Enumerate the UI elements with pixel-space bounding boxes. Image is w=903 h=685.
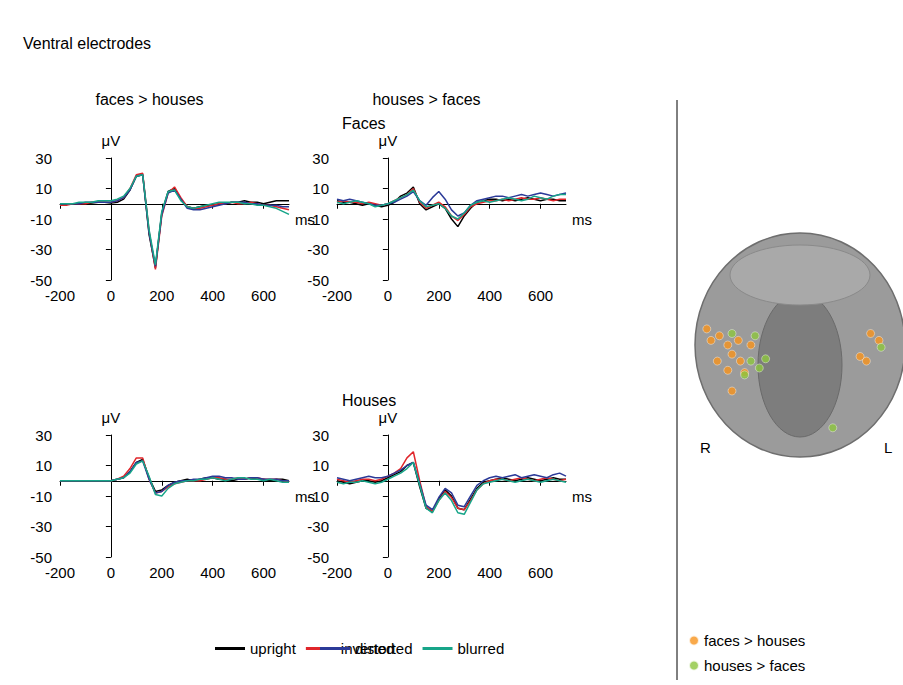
svg-text:-50: -50 bbox=[307, 272, 329, 289]
svg-text:0: 0 bbox=[107, 287, 115, 304]
svg-text:L: L bbox=[884, 439, 892, 456]
svg-text:200: 200 bbox=[149, 564, 174, 581]
svg-text:10: 10 bbox=[35, 457, 52, 474]
svg-text:μV: μV bbox=[102, 132, 121, 149]
svg-text:ms: ms bbox=[295, 487, 315, 505]
svg-text:-50: -50 bbox=[30, 272, 52, 289]
svg-text:faces > houses: faces > houses bbox=[95, 91, 203, 108]
svg-text:μV: μV bbox=[379, 132, 398, 149]
svg-text:-200: -200 bbox=[322, 287, 352, 304]
svg-text:30: 30 bbox=[312, 150, 329, 167]
svg-text:-200: -200 bbox=[322, 564, 352, 581]
svg-text:-10: -10 bbox=[30, 211, 52, 228]
svg-text:200: 200 bbox=[426, 287, 451, 304]
svg-text:-30: -30 bbox=[307, 518, 329, 535]
svg-text:μV: μV bbox=[102, 409, 121, 426]
svg-text:-30: -30 bbox=[307, 241, 329, 258]
svg-text:30: 30 bbox=[35, 150, 52, 167]
svg-text:0: 0 bbox=[384, 287, 392, 304]
svg-text:30: 30 bbox=[312, 427, 329, 444]
svg-text:houses > faces: houses > faces bbox=[372, 91, 480, 108]
svg-text:0: 0 bbox=[384, 564, 392, 581]
svg-text:200: 200 bbox=[426, 564, 451, 581]
svg-text:Faces: Faces bbox=[342, 115, 386, 132]
svg-text:30: 30 bbox=[35, 427, 52, 444]
svg-text:400: 400 bbox=[200, 287, 225, 304]
svg-text:R: R bbox=[700, 439, 711, 456]
svg-text:-30: -30 bbox=[30, 518, 52, 535]
svg-text:10: 10 bbox=[35, 180, 52, 197]
svg-text:-30: -30 bbox=[30, 241, 52, 258]
svg-text:400: 400 bbox=[200, 564, 225, 581]
svg-text:10: 10 bbox=[312, 180, 329, 197]
svg-text:Ventral electrodes: Ventral electrodes bbox=[23, 35, 151, 52]
svg-text:faces > houses: faces > houses bbox=[704, 632, 805, 649]
svg-text:-50: -50 bbox=[30, 549, 52, 566]
svg-text:-50: -50 bbox=[307, 549, 329, 566]
svg-text:0: 0 bbox=[107, 564, 115, 581]
svg-text:10: 10 bbox=[312, 457, 329, 474]
svg-text:600: 600 bbox=[528, 287, 553, 304]
svg-text:houses > faces: houses > faces bbox=[704, 657, 805, 674]
svg-text:400: 400 bbox=[477, 564, 502, 581]
svg-text:600: 600 bbox=[528, 564, 553, 581]
svg-text:ms: ms bbox=[295, 210, 315, 228]
svg-text:μV: μV bbox=[379, 409, 398, 426]
svg-text:600: 600 bbox=[251, 564, 276, 581]
svg-text:400: 400 bbox=[477, 287, 502, 304]
svg-text:-200: -200 bbox=[45, 564, 75, 581]
svg-text:200: 200 bbox=[149, 287, 174, 304]
svg-text:-10: -10 bbox=[30, 488, 52, 505]
svg-text:-10: -10 bbox=[307, 488, 329, 505]
svg-text:Houses: Houses bbox=[342, 392, 396, 409]
svg-text:-10: -10 bbox=[307, 211, 329, 228]
svg-text:upright: upright bbox=[250, 640, 297, 657]
svg-text:blurred: blurred bbox=[458, 640, 505, 657]
svg-text:ms: ms bbox=[572, 488, 592, 505]
svg-text:600: 600 bbox=[251, 287, 276, 304]
svg-text:-200: -200 bbox=[45, 287, 75, 304]
svg-text:distorted: distorted bbox=[355, 640, 413, 657]
svg-text:ms: ms bbox=[572, 211, 592, 228]
